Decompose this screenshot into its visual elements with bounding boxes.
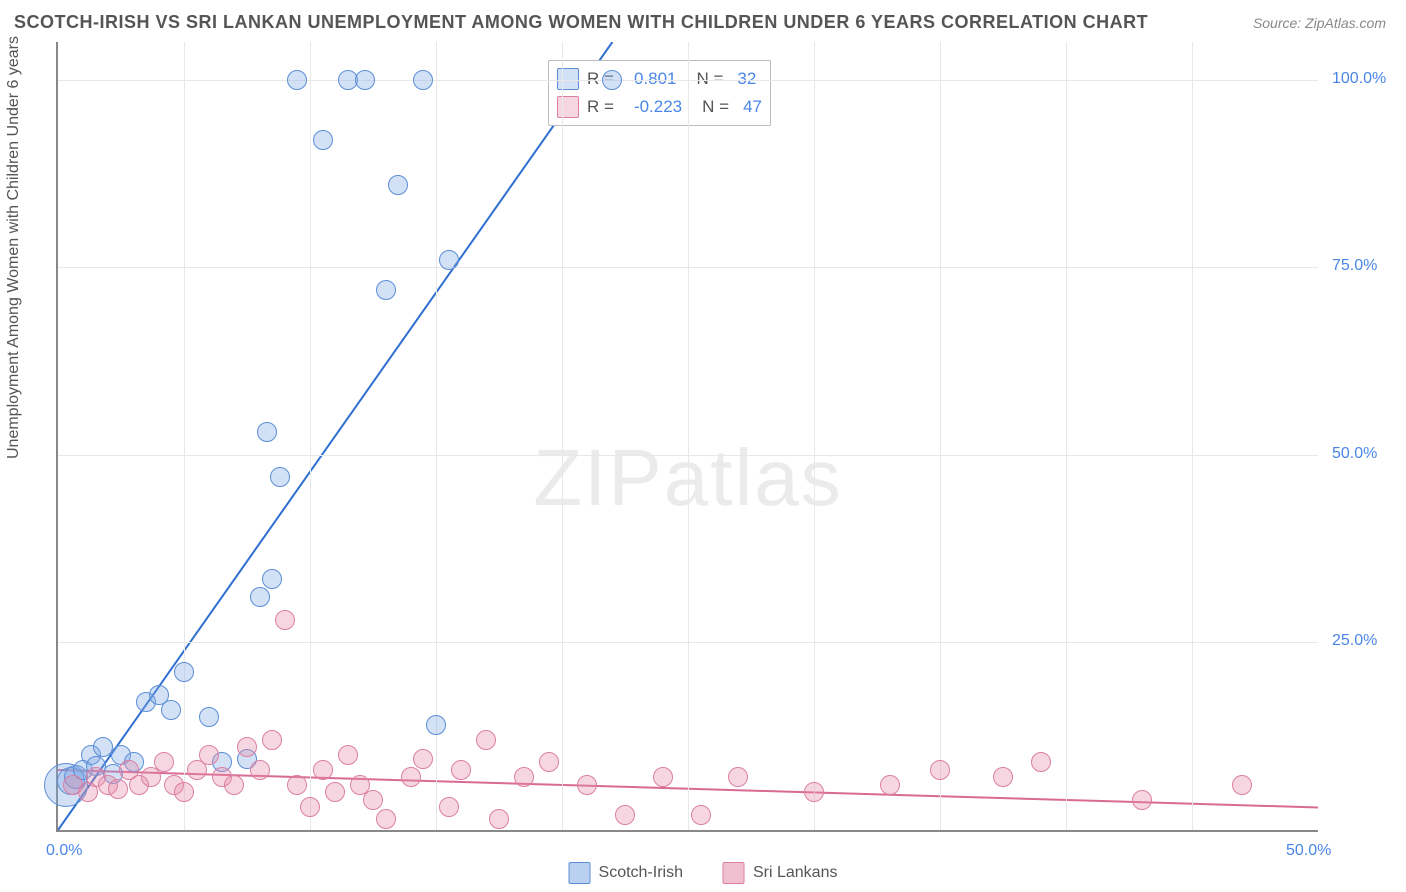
data-point <box>880 775 900 795</box>
n-value: 47 <box>737 93 762 121</box>
legend: Scotch-Irish Sri Lankans <box>569 862 838 884</box>
data-point <box>577 775 597 795</box>
data-point <box>287 775 307 795</box>
chart-container: SCOTCH-IRISH VS SRI LANKAN UNEMPLOYMENT … <box>0 0 1406 892</box>
y-tick-label: 25.0% <box>1332 632 1377 650</box>
data-point <box>426 715 446 735</box>
gridline-v <box>184 42 185 830</box>
x-tick-label: 0.0% <box>46 842 82 860</box>
data-point <box>413 70 433 90</box>
data-point <box>257 422 277 442</box>
data-point <box>376 280 396 300</box>
watermark-part-a: ZIP <box>533 433 663 522</box>
gridline-v <box>814 42 815 830</box>
data-point <box>653 767 673 787</box>
legend-item: Sri Lankans <box>723 862 838 884</box>
data-point <box>539 752 559 772</box>
gridline-v <box>688 42 689 830</box>
data-point <box>161 700 181 720</box>
data-point <box>363 790 383 810</box>
data-point <box>313 760 333 780</box>
y-tick-label: 100.0% <box>1332 70 1386 88</box>
gridline-v <box>436 42 437 830</box>
data-point <box>439 797 459 817</box>
legend-label: Sri Lankans <box>753 864 838 882</box>
data-point <box>313 130 333 150</box>
data-point <box>262 569 282 589</box>
data-point <box>615 805 635 825</box>
data-point <box>804 782 824 802</box>
data-point <box>1132 790 1152 810</box>
y-tick-label: 75.0% <box>1332 257 1377 275</box>
data-point <box>224 775 244 795</box>
data-point <box>1232 775 1252 795</box>
watermark-part-b: atlas <box>664 433 843 522</box>
page-title: SCOTCH-IRISH VS SRI LANKAN UNEMPLOYMENT … <box>14 12 1148 33</box>
legend-swatch <box>569 862 591 884</box>
gridline-v <box>310 42 311 830</box>
gridline-v <box>940 42 941 830</box>
data-point <box>199 707 219 727</box>
data-point <box>376 809 396 829</box>
gridline-v <box>1192 42 1193 830</box>
data-point <box>401 767 421 787</box>
trend-line <box>58 42 612 830</box>
data-point <box>439 250 459 270</box>
source-label: Source: ZipAtlas.com <box>1253 15 1386 31</box>
data-point <box>108 779 128 799</box>
data-point <box>514 767 534 787</box>
data-point <box>300 797 320 817</box>
data-point <box>325 782 345 802</box>
y-tick-label: 50.0% <box>1332 445 1377 463</box>
data-point <box>413 749 433 769</box>
data-point <box>199 745 219 765</box>
data-point <box>270 467 290 487</box>
legend-label: Scotch-Irish <box>599 864 683 882</box>
data-point <box>388 175 408 195</box>
scatter-plot: ZIPatlas R = 0.801N =32R = -0.223N =47 <box>56 42 1318 832</box>
data-point <box>1031 752 1051 772</box>
data-point <box>250 760 270 780</box>
n-label: N = <box>702 93 729 121</box>
data-point <box>451 760 471 780</box>
data-point <box>250 587 270 607</box>
data-point <box>287 70 307 90</box>
trend-lines-svg <box>58 42 1320 832</box>
data-point <box>355 70 375 90</box>
y-axis-label: Unemployment Among Women with Children U… <box>5 36 23 459</box>
gridline-v <box>1066 42 1067 830</box>
data-point <box>237 737 257 757</box>
data-point <box>338 745 358 765</box>
data-point <box>262 730 282 750</box>
data-point <box>154 752 174 772</box>
legend-swatch <box>723 862 745 884</box>
data-point <box>728 767 748 787</box>
data-point <box>174 662 194 682</box>
data-point <box>476 730 496 750</box>
x-tick-label: 50.0% <box>1286 842 1331 860</box>
data-point <box>275 610 295 630</box>
correlation-box: R = 0.801N =32R = -0.223N =47 <box>548 60 771 126</box>
data-point <box>691 805 711 825</box>
data-point <box>602 70 622 90</box>
legend-item: Scotch-Irish <box>569 862 683 884</box>
series-swatch <box>557 96 579 118</box>
r-value: -0.223 <box>622 93 694 121</box>
data-point <box>174 782 194 802</box>
data-point <box>489 809 509 829</box>
data-point <box>930 760 950 780</box>
r-label: R = <box>587 93 614 121</box>
correlation-row: R = -0.223 N = 47 <box>557 93 762 121</box>
gridline-v <box>562 42 563 830</box>
data-point <box>993 767 1013 787</box>
